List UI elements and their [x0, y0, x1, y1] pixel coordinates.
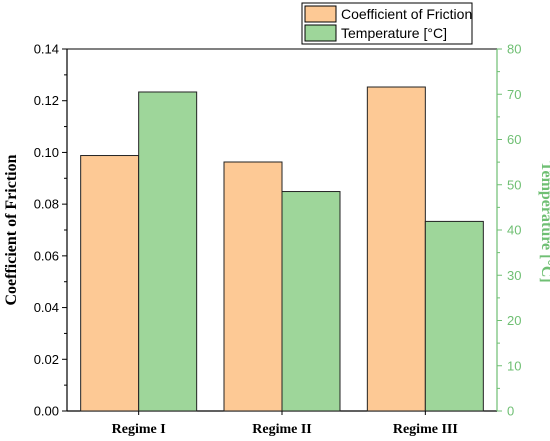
bar-temperature: [424, 220, 484, 412]
legend: Coefficient of Friction Temperature [°C]: [301, 2, 473, 45]
right-tick-label: 80: [507, 42, 521, 57]
x-tick-label: Regime I: [112, 422, 166, 437]
left-tick-label: 0.06: [34, 248, 59, 263]
x-tick-label: Regime III: [393, 422, 458, 437]
right-tick-label: 60: [507, 132, 521, 147]
legend-swatch-temperature: [304, 24, 337, 42]
bars: [80, 86, 484, 412]
right-tick-label: 0: [507, 404, 514, 419]
bar-friction: [223, 161, 283, 412]
left-tick-label: 0.08: [34, 197, 59, 212]
right-axis-ticks: 0 10 20 30 40 50 60 70 80: [497, 42, 521, 419]
left-tick-label: 0.10: [34, 145, 59, 160]
right-tick-label: 50: [507, 177, 521, 192]
x-tick-label: Regime II: [252, 422, 312, 437]
x-axis-ticks: Regime I Regime II Regime III: [112, 411, 458, 437]
right-tick-label: 30: [507, 268, 521, 283]
left-tick-label: 0.12: [34, 93, 59, 108]
right-tick-label: 70: [507, 87, 521, 102]
legend-label-friction: Coefficient of Friction: [341, 6, 472, 22]
left-tick-label: 0.04: [34, 300, 59, 315]
left-tick-label: 0.02: [34, 352, 59, 367]
bar-temperature: [281, 191, 341, 412]
legend-label-temperature: Temperature [°C]: [341, 25, 447, 41]
left-axis-ticks: 0.00 0.02 0.04 0.06 0.08 0.10 0.12 0.14: [34, 42, 67, 419]
bar-temperature: [138, 91, 198, 412]
left-axis-title: Coefficient of Friction: [3, 154, 20, 305]
legend-swatch-friction: [304, 5, 337, 23]
bar-friction: [366, 86, 426, 412]
right-axis-title: Temperature [°C]: [538, 161, 550, 282]
left-tick-label: 0.00: [34, 404, 59, 419]
right-tick-label: 10: [507, 358, 521, 373]
right-tick-label: 20: [507, 313, 521, 328]
left-tick-label: 0.14: [34, 42, 59, 57]
right-tick-label: 40: [507, 223, 521, 238]
bar-friction: [80, 155, 140, 412]
